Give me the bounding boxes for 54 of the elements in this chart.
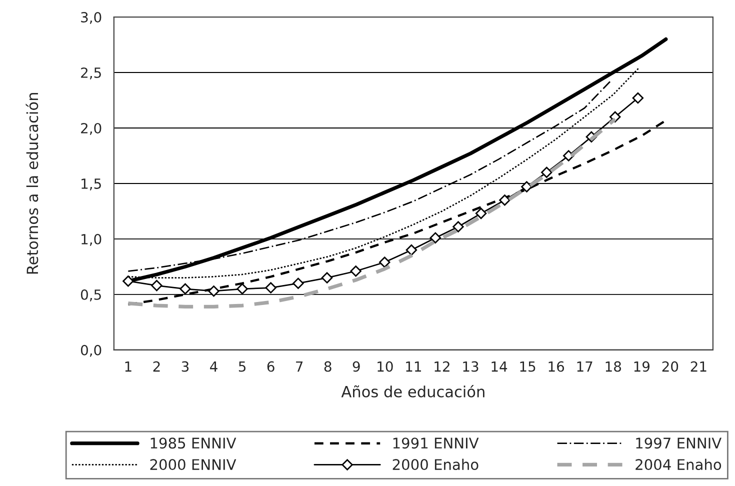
y-tick-label: 2,5	[81, 67, 101, 80]
legend-label: 2000 ENNIV	[150, 459, 236, 470]
x-tick-label: 19	[634, 361, 650, 372]
point	[541, 166, 552, 178]
point	[236, 283, 248, 294]
y-axis-title: Retornos a la educación	[26, 93, 38, 274]
x-tick-label: 21	[690, 361, 706, 372]
x-tick-label: 2	[153, 361, 160, 372]
x-tick-label: 6	[267, 361, 274, 372]
legend-label: 1997 ENNIV	[636, 438, 722, 449]
point	[122, 276, 134, 287]
legend-label: 2000 Enaho	[392, 458, 478, 470]
point	[292, 278, 304, 289]
point	[208, 286, 220, 297]
x-tick-label: 15	[520, 361, 536, 372]
x-tick-label: 4	[210, 361, 218, 372]
x-tick-label: 8	[324, 361, 332, 372]
y-tick-label: 3,0	[81, 12, 102, 24]
x-axis-title: Años de educación	[341, 384, 484, 398]
x-tick-label: 5	[238, 361, 246, 372]
y-tick-label: 2,0	[81, 122, 102, 135]
point	[321, 272, 333, 284]
x-tick-label: 13	[463, 361, 478, 372]
point	[452, 221, 464, 232]
y-tick-label: 1,0	[82, 234, 102, 246]
x-tick-label: 14	[492, 361, 508, 372]
point	[430, 232, 442, 244]
point	[265, 282, 276, 294]
x-tick-label: 11	[406, 361, 421, 372]
x-tick-label: 12	[434, 361, 450, 372]
x-tick-label: 1	[125, 361, 132, 372]
x-tick-label: 20	[662, 361, 678, 372]
x-tick-label: 9	[352, 361, 360, 372]
point	[379, 256, 390, 268]
point	[350, 266, 362, 277]
point	[499, 194, 510, 206]
x-tick-label: 3	[182, 361, 189, 372]
x-tick-label: 10	[378, 361, 393, 372]
legend-label: 2004 Enaho	[636, 458, 722, 470]
point	[475, 208, 487, 220]
point	[180, 283, 191, 294]
point	[406, 244, 418, 256]
y-tick-label: 0,0	[80, 344, 102, 357]
x-tick-label: 17	[577, 361, 592, 372]
legend-label: 1985 ENNIV	[150, 438, 236, 449]
x-tick-label: 16	[548, 361, 564, 372]
point	[521, 181, 532, 192]
point	[632, 92, 644, 104]
x-tick-label: 18	[606, 361, 621, 372]
x-tick-label: 7	[296, 361, 303, 372]
legend-label: 1991 ENNIV	[393, 438, 479, 449]
y-tick-label: 0,5	[80, 289, 101, 302]
point	[151, 280, 162, 292]
y-tick-label: 1,5	[82, 178, 101, 190]
